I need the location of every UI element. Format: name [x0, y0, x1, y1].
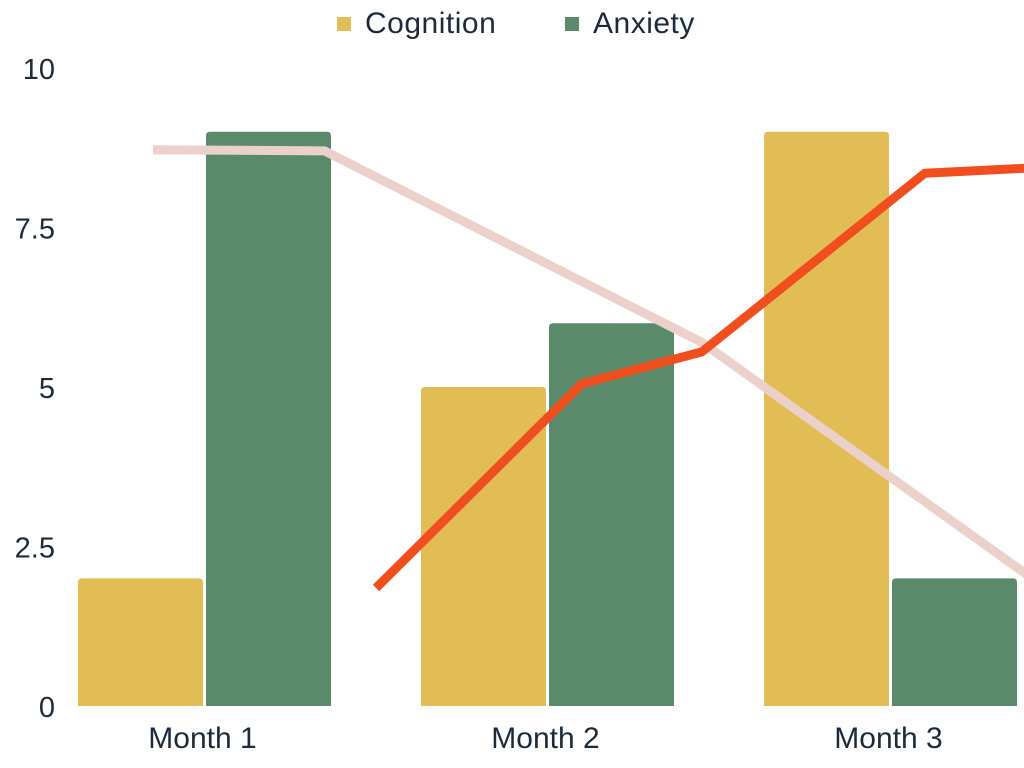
x-axis: Month 1 Month 2 Month 3 — [148, 722, 942, 755]
bar-cognition-2 — [421, 387, 546, 706]
legend-item-anxiety: Anxiety — [565, 4, 695, 44]
bar-anxiety-2 — [549, 323, 674, 706]
trend-line-2 — [153, 145, 1024, 579]
y-tick-label-2: 5 — [39, 373, 55, 405]
x-tick-label-2: Month 2 — [491, 722, 599, 755]
x-tick-label-1: Month 1 — [148, 722, 256, 755]
y-tick-label-0: 0 — [39, 692, 55, 724]
legend-label-anxiety: Anxiety — [593, 7, 695, 40]
y-tick-label-3: 7.5 — [15, 214, 55, 246]
lines-layer — [153, 145, 1024, 592]
x-tick-label-3: Month 3 — [834, 722, 942, 755]
legend-swatch-cognition — [337, 17, 351, 31]
y-tick-label-1: 2.5 — [15, 533, 55, 565]
y-tick-label-4: 10 — [23, 54, 55, 86]
legend-label-cognition: Cognition — [365, 7, 497, 40]
legend-swatch-anxiety — [565, 17, 579, 31]
bar-anxiety-1 — [206, 131, 331, 707]
legend: Cognition Anxiety — [0, 4, 1024, 44]
bar-anxiety-3 — [892, 578, 1017, 706]
y-axis: 0 2.5 5 7.5 10 — [15, 54, 55, 724]
trend-line-1 — [372, 163, 1024, 592]
legend-item-cognition: Cognition — [337, 4, 496, 44]
bar-cognition-1 — [78, 578, 203, 706]
